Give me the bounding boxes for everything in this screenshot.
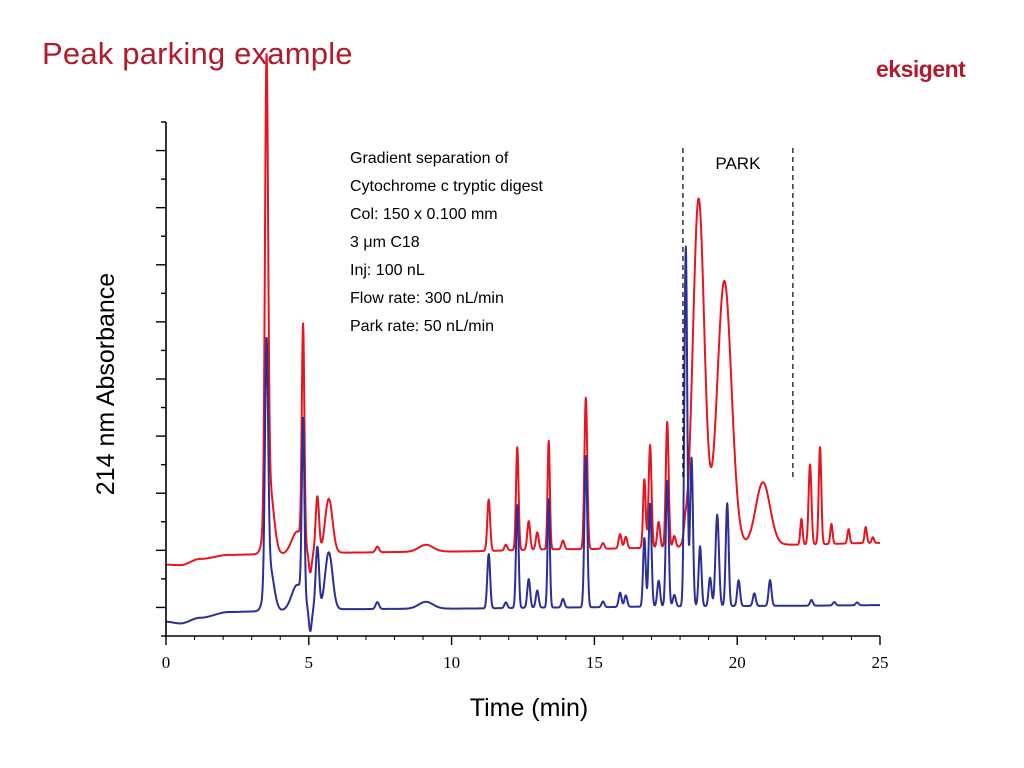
eksigent-logo: eksigent	[876, 56, 966, 82]
y-axis-title: 214 nm Absorbance	[92, 273, 120, 495]
annotation-line: Cytochrome c tryptic digest	[350, 178, 544, 195]
annotation-line: Col: 150 x 0.100 mm	[350, 206, 498, 223]
x-tick-label: 5	[305, 653, 314, 672]
park-label: PARK	[715, 154, 761, 173]
annotation-line: Park rate: 50 nL/min	[350, 318, 494, 335]
x-tick-label: 15	[586, 653, 603, 672]
series-line-1	[165, 245, 881, 633]
park-region: PARK	[682, 148, 794, 478]
slide-title: Peak parking example	[42, 36, 353, 71]
chart-axes: 0 5 10 15 20 25	[156, 121, 889, 672]
x-axis-title: Time (min)	[470, 694, 589, 722]
annotation-line: Gradient separation of	[350, 150, 509, 167]
x-tick-label: 0	[162, 653, 171, 672]
annotation-line: Flow rate: 300 nL/min	[350, 290, 504, 307]
annotation-line: 3 μm C18	[350, 234, 420, 251]
x-tick-label: 10	[443, 653, 460, 672]
annotation-line: Inj: 100 nL	[350, 262, 425, 279]
method-annotation: Gradient separation of Cytochrome c tryp…	[350, 150, 544, 335]
x-tick-label: 25	[872, 653, 889, 672]
x-tick-label: 20	[729, 653, 746, 672]
series-line-0	[165, 52, 881, 574]
plot-lines	[165, 52, 881, 633]
